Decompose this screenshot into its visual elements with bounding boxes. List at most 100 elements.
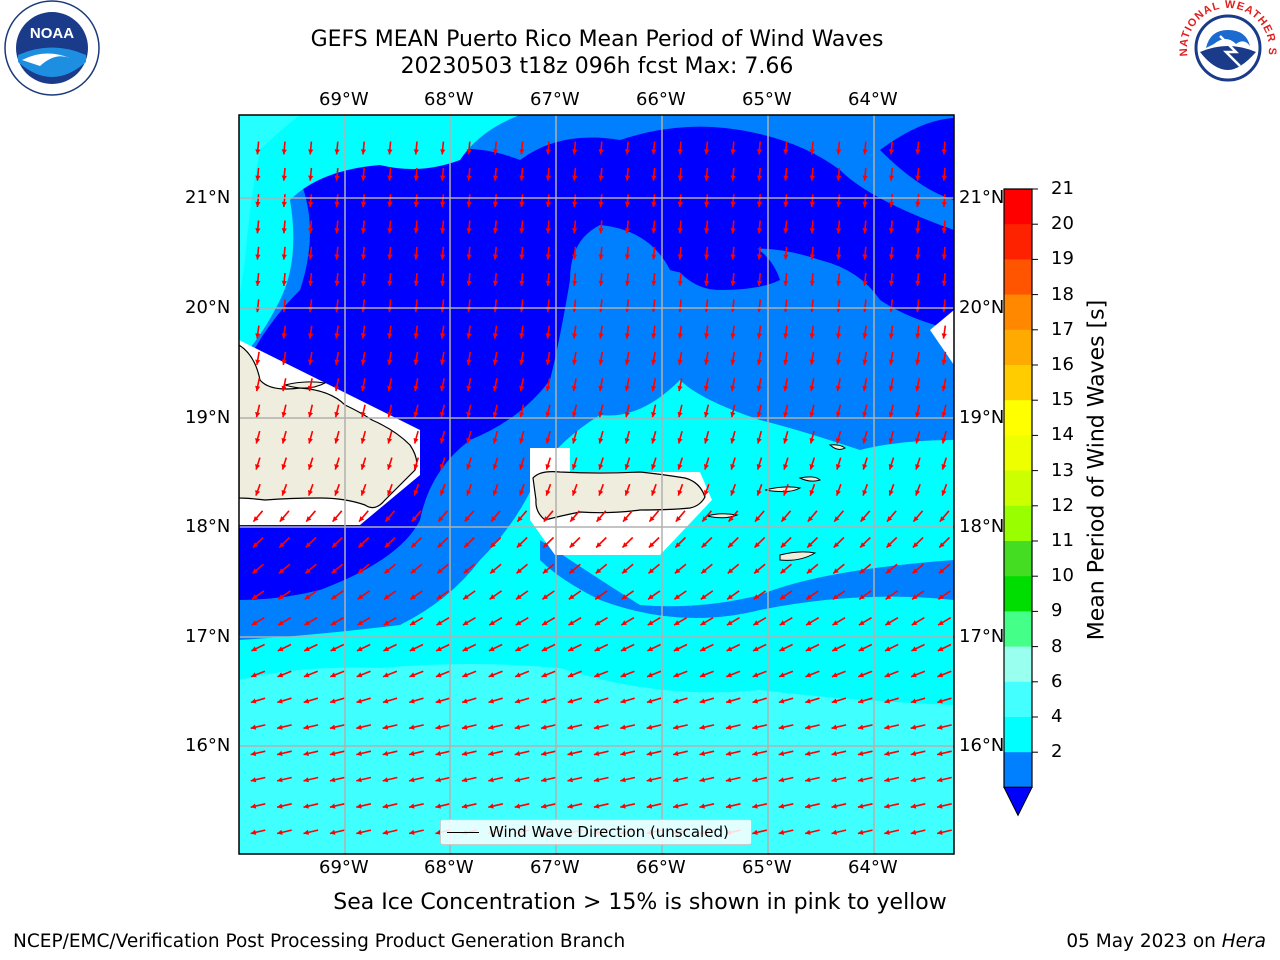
wind-wave-arrow-head xyxy=(334,254,340,260)
wind-wave-arrow-head xyxy=(277,750,283,756)
wind-wave-arrow-head xyxy=(941,438,947,444)
wind-wave-arrow-head xyxy=(360,175,367,181)
wind-wave-arrow-head xyxy=(519,385,525,392)
wind-wave-arrow-head xyxy=(677,385,683,392)
wind-wave-arrow-head xyxy=(858,672,864,678)
wind-wave-arrow-head xyxy=(915,411,921,418)
wind-wave-arrow-head xyxy=(725,724,732,730)
wind-wave-arrow-head xyxy=(490,568,496,574)
colorbar-segment xyxy=(1004,611,1032,648)
wind-wave-arrow-head xyxy=(593,724,600,730)
wind-wave-arrow-head xyxy=(730,333,736,339)
wind-wave-arrow-head xyxy=(356,672,363,678)
wind-wave-arrow-head xyxy=(542,568,549,574)
wind-wave-arrow-head xyxy=(888,149,895,155)
wind-wave-arrow-head xyxy=(250,803,257,809)
wind-wave-arrow-head xyxy=(545,411,551,418)
wind-wave-arrow-head xyxy=(779,672,785,678)
wind-wave-arrow-head xyxy=(334,464,340,470)
wind-wave-arrow-head xyxy=(462,672,468,678)
wind-wave-arrow-head xyxy=(492,280,499,286)
wind-wave-arrow-head xyxy=(387,201,393,207)
wind-wave-arrow-head xyxy=(568,646,574,652)
lon-label-top-65w: 65°W xyxy=(742,89,792,110)
wind-wave-arrow-head xyxy=(651,149,657,155)
wind-wave-arrow-head xyxy=(436,646,442,652)
wind-wave-arrow-head xyxy=(411,542,417,548)
wind-wave-arrow-head xyxy=(488,724,494,730)
wind-wave-arrow-head xyxy=(862,385,868,392)
wind-wave-arrow-head xyxy=(834,516,840,522)
wind-wave-arrow-head xyxy=(624,149,631,155)
wind-wave-arrow-head xyxy=(836,201,842,207)
wind-wave-arrow-head xyxy=(543,516,549,522)
wind-wave-arrow-head xyxy=(673,646,680,652)
wind-wave-arrow-head xyxy=(331,568,338,574)
wind-wave-arrow-head xyxy=(360,438,366,444)
wind-wave-arrow-head xyxy=(806,594,812,600)
wind-wave-arrow-head xyxy=(725,803,732,809)
wind-wave-arrow-head xyxy=(621,646,627,652)
wind-wave-arrow-head xyxy=(440,490,445,496)
wind-wave-arrow-head xyxy=(308,359,314,365)
colorbar-tick-label: 4 xyxy=(1051,706,1063,727)
wind-wave-arrow-head xyxy=(915,149,921,155)
wind-wave-arrow-head xyxy=(915,490,921,496)
wind-wave-arrow-head xyxy=(728,542,734,548)
wind-wave-arrow-head xyxy=(334,280,340,286)
wind-wave-arrow-head xyxy=(387,359,393,365)
wind-wave-arrow-head xyxy=(250,750,257,756)
wind-wave-arrow-head xyxy=(730,359,736,365)
wind-wave-arrow-head xyxy=(674,594,680,600)
wind-wave-arrow-head xyxy=(308,228,314,234)
wind-wave-arrow-head xyxy=(594,672,600,678)
wind-wave-arrow-head xyxy=(308,333,314,339)
wind-wave-arrow-head xyxy=(756,175,763,181)
wind-wave-arrow-head xyxy=(704,280,710,286)
wind-wave-arrow-head xyxy=(281,359,287,365)
wind-wave-arrow-head xyxy=(888,359,894,365)
wind-wave-arrow-head xyxy=(329,829,336,835)
wind-wave-arrow-head xyxy=(836,280,842,286)
wind-wave-arrow-head xyxy=(836,149,842,155)
wind-wave-arrow-head xyxy=(858,698,864,704)
wind-wave-arrow-head xyxy=(700,646,706,652)
wind-wave-arrow-head xyxy=(334,149,340,155)
wind-wave-arrow-head xyxy=(941,490,947,496)
footer-date-text: 05 May 2023 on xyxy=(1066,931,1222,952)
wind-wave-arrow-head xyxy=(726,620,733,626)
wind-wave-arrow-head xyxy=(255,149,261,155)
wind-wave-arrow-head xyxy=(360,228,367,234)
wind-wave-arrow-head xyxy=(383,646,389,652)
wind-wave-arrow-head xyxy=(466,228,472,234)
lon-label-bottom-66w: 66°W xyxy=(636,857,686,878)
wind-wave-arrow-head xyxy=(939,516,945,522)
wind-wave-arrow-head xyxy=(489,646,495,652)
wind-wave-arrow-head xyxy=(306,516,312,522)
lat-label-left-20n: 20°N xyxy=(185,297,231,318)
wind-wave-arrow-head xyxy=(703,385,709,392)
wind-wave-arrow-head xyxy=(492,438,498,444)
wind-wave-arrow-head xyxy=(937,777,943,783)
wind-wave-arrow-head xyxy=(462,698,468,704)
wind-wave-arrow-head xyxy=(646,750,653,756)
wind-wave-arrow-head xyxy=(488,777,494,783)
wind-wave-arrow-head xyxy=(255,254,261,260)
wind-wave-arrow-head xyxy=(726,698,732,704)
wind-wave-arrow-head xyxy=(831,803,837,809)
wind-wave-arrow-head xyxy=(809,490,815,496)
wind-wave-arrow-head xyxy=(277,829,283,835)
wind-wave-arrow-head xyxy=(780,568,786,574)
colorbar-tick-label: 13 xyxy=(1051,459,1074,481)
wind-wave-arrow-head xyxy=(807,542,813,548)
wind-wave-arrow-head xyxy=(567,672,574,678)
wind-wave-arrow-head xyxy=(593,803,600,809)
lat-label-left-21n: 21°N xyxy=(185,187,231,208)
wind-wave-arrow-head xyxy=(888,490,894,496)
wind-wave-arrow-head xyxy=(545,359,551,365)
wind-wave-arrow-head xyxy=(382,777,389,783)
wind-wave-arrow-head xyxy=(835,411,841,418)
wind-wave-arrow-head xyxy=(543,542,549,548)
wind-wave-arrow-head xyxy=(805,698,811,704)
wind-wave-arrow-head xyxy=(545,280,551,286)
